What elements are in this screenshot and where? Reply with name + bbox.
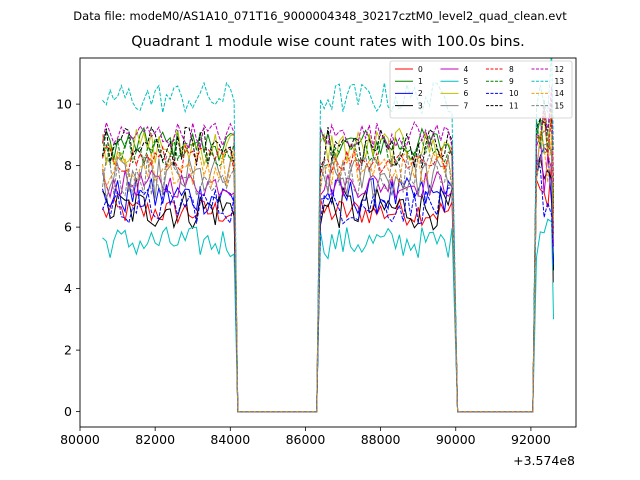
y-tick-label: 0 — [64, 404, 72, 419]
x-tick-label: 86000 — [286, 432, 326, 447]
legend-label-11: 11 — [509, 101, 519, 110]
x-axis-offset-label: +3.574e8 — [513, 453, 575, 468]
legend-label-3: 3 — [418, 101, 423, 110]
x-tick-label: 80000 — [60, 432, 100, 447]
x-tick-label: 92000 — [511, 432, 551, 447]
y-tick-label: 2 — [64, 343, 72, 358]
legend-label-2: 2 — [418, 89, 423, 98]
series-line-12 — [102, 86, 554, 413]
legend-label-12: 12 — [555, 65, 565, 74]
legend-label-14: 14 — [555, 89, 565, 98]
y-tick-label: 8 — [64, 158, 72, 173]
y-axis-ticks: 0 2 4 6 8 10 — [56, 97, 80, 419]
x-tick-label: 82000 — [135, 432, 175, 447]
legend-label-8: 8 — [509, 65, 514, 74]
legend-box — [389, 60, 573, 119]
series-line-3 — [102, 157, 554, 413]
legend-label-4: 4 — [464, 65, 469, 74]
legend-label-1: 1 — [418, 77, 423, 86]
y-tick-label: 6 — [64, 220, 72, 235]
chart-title: Quadrant 1 module wise count rates with … — [131, 34, 525, 50]
series-line-4 — [102, 134, 554, 413]
series-line-7 — [102, 130, 554, 413]
legend-label-0: 0 — [418, 65, 423, 74]
y-tick-label: 4 — [64, 281, 72, 296]
x-axis-ticks: 80000 82000 84000 86000 88000 90000 92000 — [60, 427, 551, 447]
legend-label-5: 5 — [464, 77, 469, 86]
x-tick-label: 90000 — [436, 432, 476, 447]
series-line-2 — [102, 146, 554, 413]
series-line-11 — [102, 100, 554, 413]
legend-label-15: 15 — [555, 101, 565, 110]
legend-label-13: 13 — [555, 77, 565, 86]
legend-label-10: 10 — [509, 89, 519, 98]
series-line-15 — [102, 142, 554, 413]
series-lines — [102, 58, 554, 413]
figure-suptitle: Data file: modeM0/AS1A10_071T16_90000043… — [73, 9, 567, 23]
axes-border — [79, 57, 577, 428]
legend-label-9: 9 — [509, 77, 514, 86]
series-line-14 — [102, 130, 554, 413]
series-line-10 — [102, 159, 554, 413]
series-line-8 — [102, 112, 554, 413]
legend-label-6: 6 — [464, 89, 469, 98]
series-line-9 — [102, 99, 554, 413]
legend-label-7: 7 — [464, 101, 469, 110]
x-tick-label: 88000 — [361, 432, 401, 447]
axes-frame — [79, 57, 577, 428]
y-tick-label: 10 — [56, 97, 72, 112]
x-tick-label: 84000 — [210, 432, 250, 447]
series-line-5 — [102, 218, 554, 413]
